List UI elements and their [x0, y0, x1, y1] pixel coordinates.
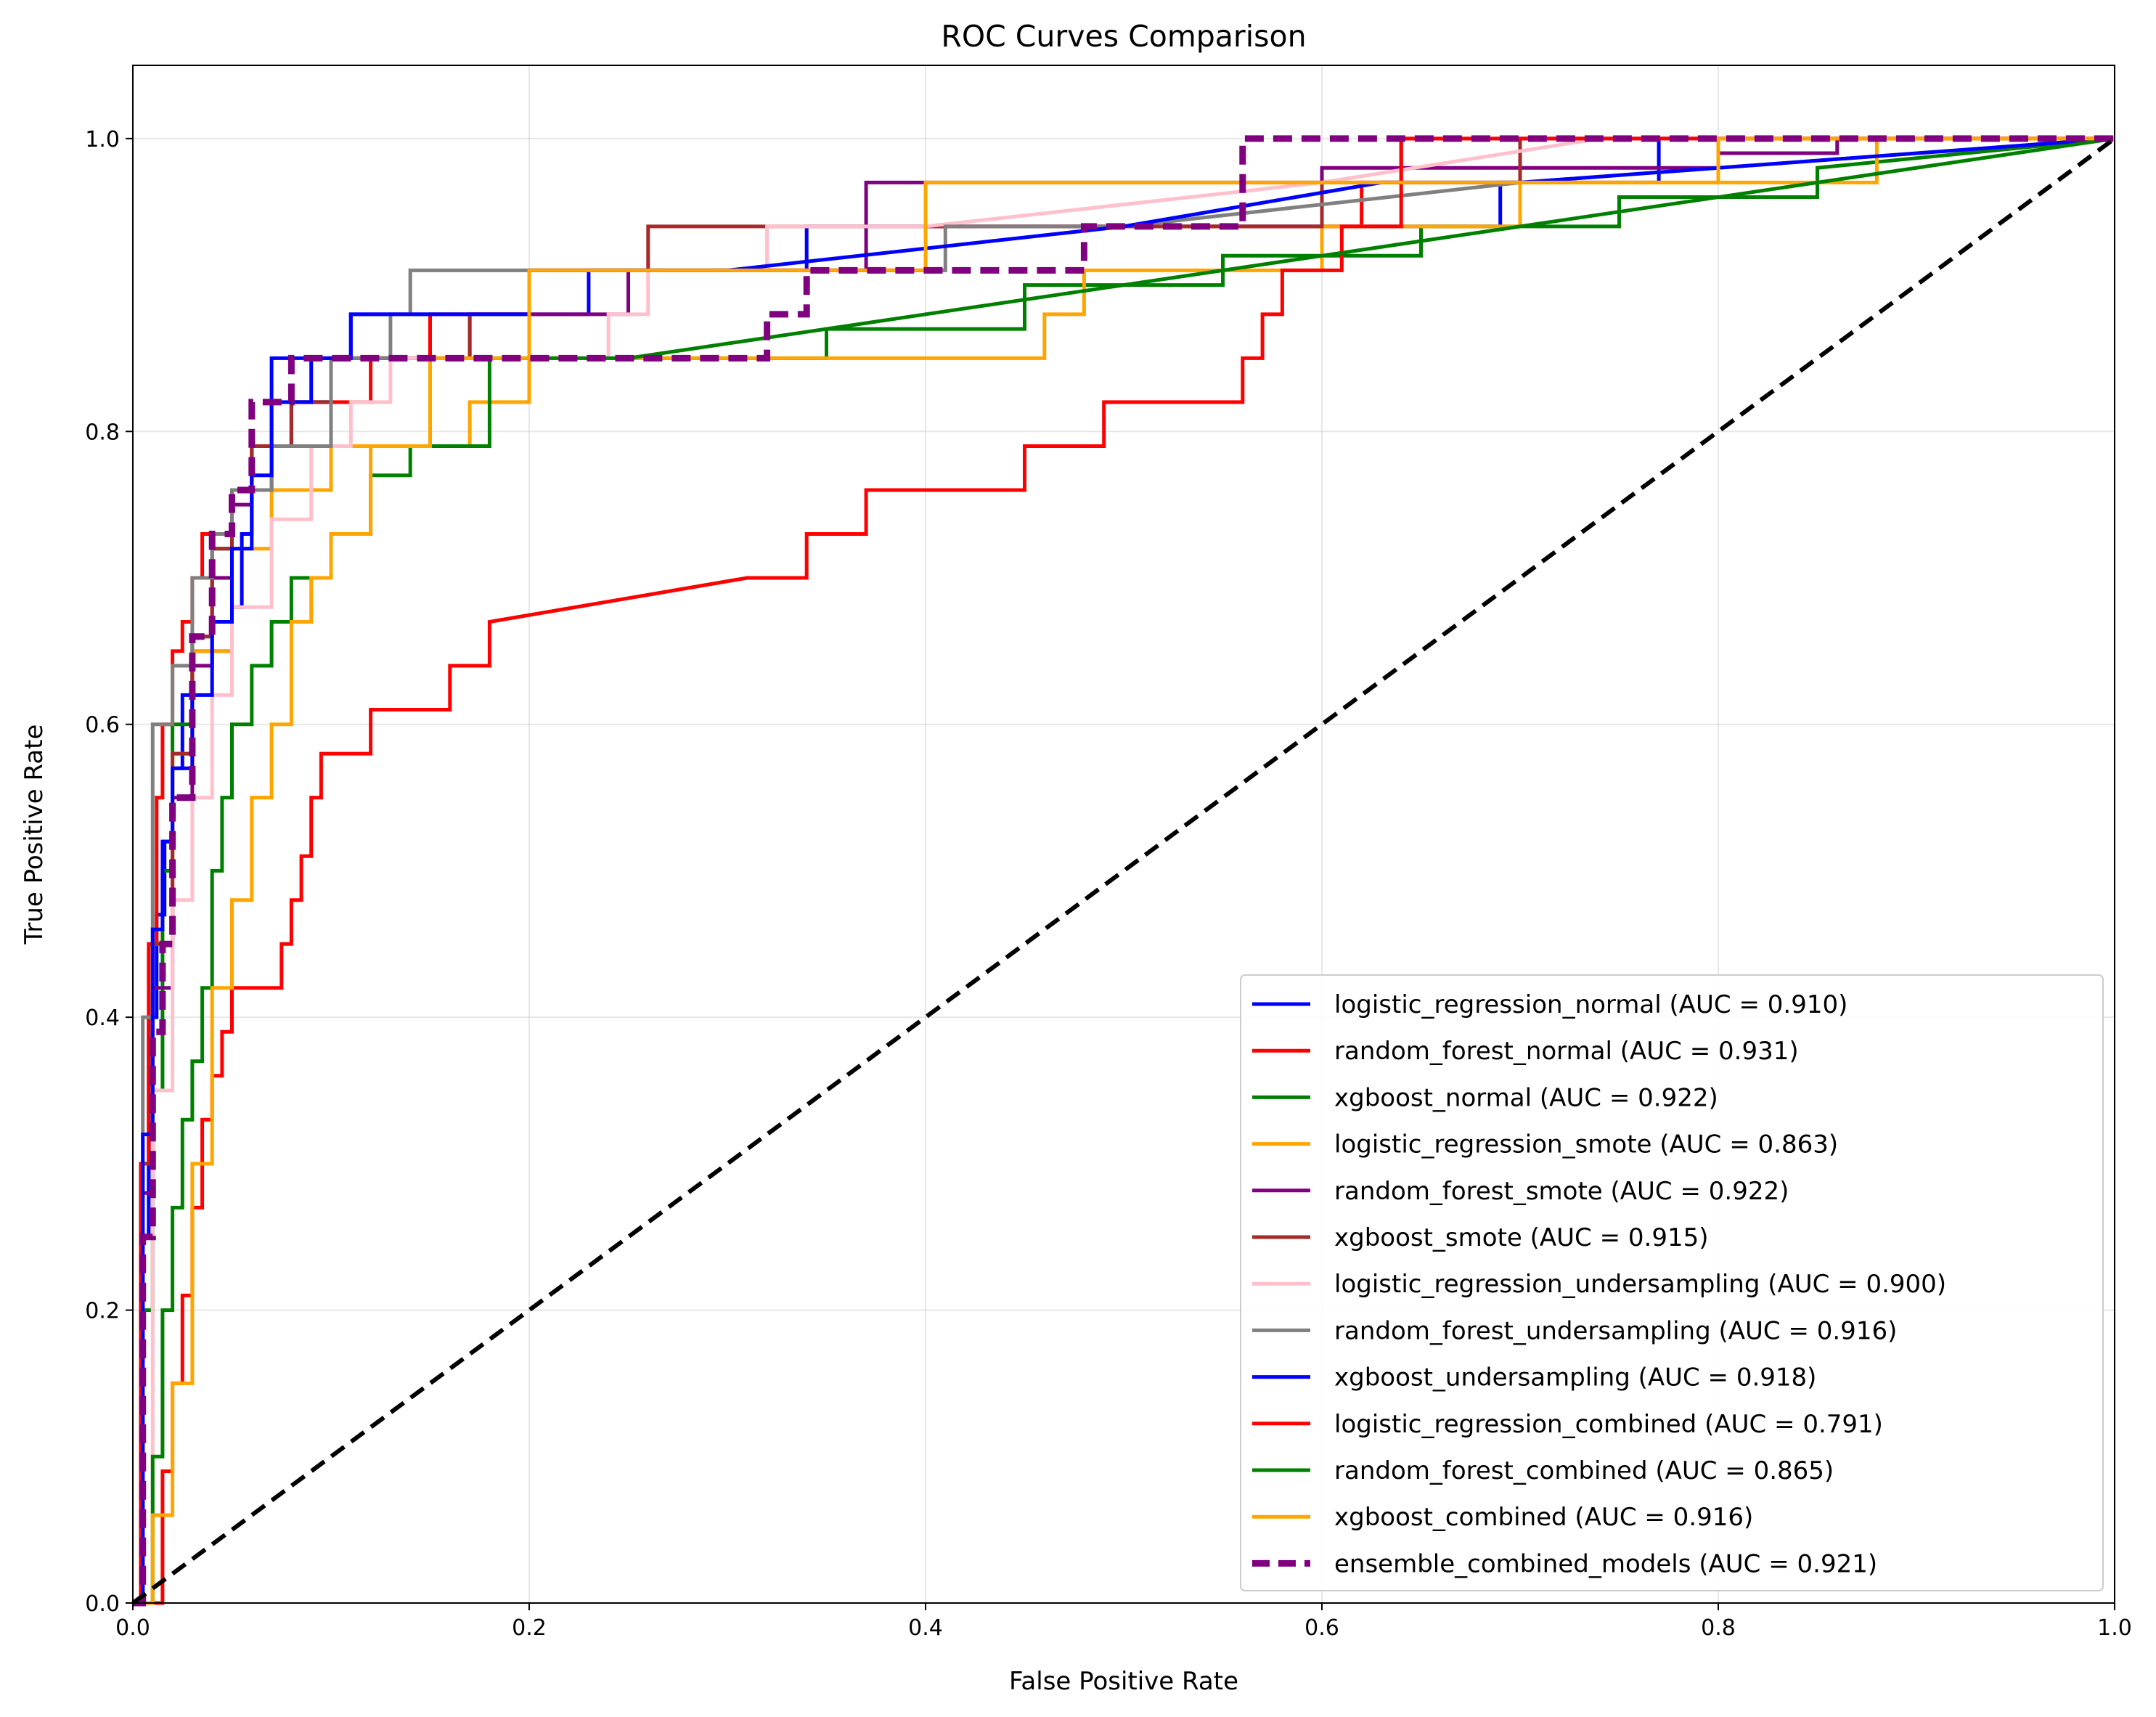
x-tick-label: 0.0 [115, 1615, 150, 1641]
plot-lines [131, 135, 2116, 1607]
legend-label: logistic_regression_undersampling (AUC =… [1334, 1270, 1946, 1299]
grid [132, 65, 2115, 1604]
roc-series-line-11 [133, 136, 2115, 1605]
legend-label: xgboost_undersampling (AUC = 0.918) [1334, 1363, 1816, 1392]
legend-label: logistic_regression_normal (AUC = 0.910) [1334, 990, 1847, 1019]
legend-label: random_forest_normal (AUC = 0.931) [1334, 1037, 1799, 1066]
y-axis-title: True Positive Rate [20, 725, 49, 945]
legend-label: ensemble_combined_models (AUC = 0.921) [1334, 1549, 1877, 1578]
x-axis-title: False Positive Rate [1009, 1667, 1238, 1696]
plot-frame [132, 65, 2115, 1604]
x-tick-label: 1.0 [2097, 1615, 2132, 1641]
random-classifier-diagonal [131, 136, 2116, 1605]
chart-title: ROC Curves Comparison [941, 19, 1306, 54]
x-tick-label: 0.8 [1701, 1615, 1736, 1641]
legend-label: logistic_regression_smote (AUC = 0.863) [1334, 1130, 1838, 1159]
legend: logistic_regression_normal (AUC = 0.910)… [1240, 974, 2104, 1591]
x-tick-label: 0.2 [512, 1615, 547, 1641]
roc-series-line-9 [133, 136, 2115, 1605]
legend-label: random_forest_combined (AUC = 0.865) [1334, 1456, 1834, 1485]
x-tick-label: 0.6 [1304, 1615, 1339, 1641]
legend-box [1240, 974, 2104, 1591]
axis-ticks: 0.0 0.2 0.4 0.6 0.8 1.0 0.0 0.2 0.4 0.6 0.8 1.0 [85, 127, 2132, 1641]
y-tick-label: 0.4 [85, 1006, 120, 1031]
roc-series-line-12 [133, 135, 2115, 1607]
legend-label: xgboost_smote (AUC = 0.915) [1334, 1223, 1708, 1252]
x-tick-label: 0.4 [908, 1615, 943, 1641]
legend-label: xgboost_normal (AUC = 0.922) [1334, 1083, 1718, 1112]
y-tick-label: 0.2 [85, 1299, 120, 1324]
y-tick-label: 1.0 [85, 127, 120, 152]
y-tick-label: 0.6 [85, 713, 120, 738]
legend-label: random_forest_smote (AUC = 0.922) [1334, 1177, 1789, 1206]
legend-label: random_forest_undersampling (AUC = 0.916… [1334, 1316, 1897, 1345]
legend-label: xgboost_combined (AUC = 0.916) [1334, 1503, 1753, 1532]
y-tick-label: 0.8 [85, 420, 120, 445]
y-tick-label: 0.0 [85, 1591, 120, 1617]
legend-label: logistic_regression_combined (AUC = 0.79… [1334, 1410, 1883, 1439]
